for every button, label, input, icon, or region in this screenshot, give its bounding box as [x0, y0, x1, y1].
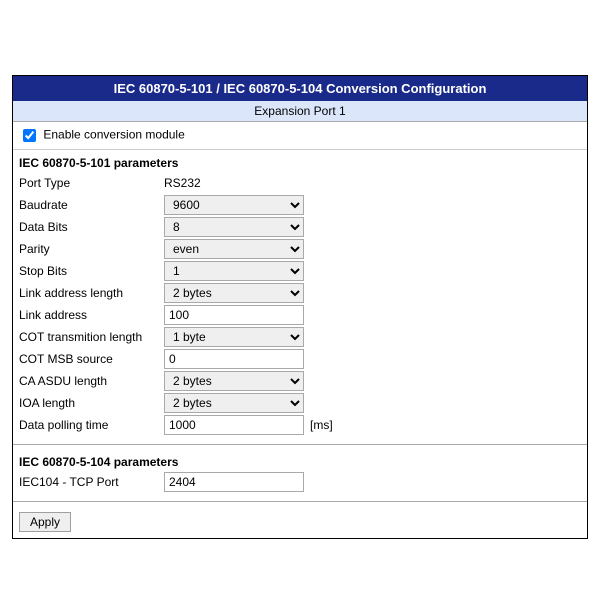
label-data-bits: Data Bits — [19, 220, 164, 234]
section-divider — [13, 444, 587, 445]
iec104-section-title: IEC 60870-5-104 parameters — [19, 449, 581, 471]
row-cot-msb: COT MSB source — [19, 348, 581, 370]
select-ioa-len[interactable]: 2 bytes — [164, 393, 304, 413]
row-link-addr: Link address — [19, 304, 581, 326]
enable-conversion-label: Enable conversion module — [43, 128, 184, 142]
row-link-addr-len: Link address length 2 bytes — [19, 282, 581, 304]
section-divider-2 — [13, 501, 587, 502]
select-cot-len[interactable]: 1 byte — [164, 327, 304, 347]
apply-button[interactable]: Apply — [19, 512, 71, 532]
label-stop-bits: Stop Bits — [19, 264, 164, 278]
row-ca-asdu: CA ASDU length 2 bytes — [19, 370, 581, 392]
enable-row: Enable conversion module — [13, 122, 587, 150]
select-data-bits[interactable]: 8 — [164, 217, 304, 237]
row-tcp-port: IEC104 - TCP Port — [19, 471, 581, 493]
config-panel: IEC 60870-5-101 / IEC 60870-5-104 Conver… — [12, 75, 588, 539]
label-tcp-port: IEC104 - TCP Port — [19, 475, 164, 489]
label-ca-asdu: CA ASDU length — [19, 374, 164, 388]
row-data-bits: Data Bits 8 — [19, 216, 581, 238]
label-cot-len: COT transmition length — [19, 330, 164, 344]
row-port-type: Port Type RS232 — [19, 172, 581, 194]
input-cot-msb[interactable] — [164, 349, 304, 369]
label-baudrate: Baudrate — [19, 198, 164, 212]
label-ioa-len: IOA length — [19, 396, 164, 410]
page-title: IEC 60870-5-101 / IEC 60870-5-104 Conver… — [13, 76, 587, 101]
iec101-section-title: IEC 60870-5-101 parameters — [19, 150, 581, 172]
input-link-addr[interactable] — [164, 305, 304, 325]
select-ca-asdu[interactable]: 2 bytes — [164, 371, 304, 391]
input-tcp-port[interactable] — [164, 472, 304, 492]
apply-row: Apply — [13, 506, 587, 538]
label-polling: Data polling time — [19, 418, 164, 432]
iec104-section: IEC 60870-5-104 parameters IEC104 - TCP … — [13, 449, 587, 497]
input-polling[interactable] — [164, 415, 304, 435]
row-parity: Parity even — [19, 238, 581, 260]
select-baudrate[interactable]: 9600 — [164, 195, 304, 215]
select-stop-bits[interactable]: 1 — [164, 261, 304, 281]
label-port-type: Port Type — [19, 176, 164, 190]
unit-polling: [ms] — [310, 418, 333, 432]
row-stop-bits: Stop Bits 1 — [19, 260, 581, 282]
row-baudrate: Baudrate 9600 — [19, 194, 581, 216]
label-link-addr-len: Link address length — [19, 286, 164, 300]
select-parity[interactable]: even — [164, 239, 304, 259]
value-port-type: RS232 — [164, 176, 201, 190]
label-cot-msb: COT MSB source — [19, 352, 164, 366]
label-link-addr: Link address — [19, 308, 164, 322]
expansion-port-title: Expansion Port 1 — [13, 101, 587, 122]
select-link-addr-len[interactable]: 2 bytes — [164, 283, 304, 303]
row-ioa-len: IOA length 2 bytes — [19, 392, 581, 414]
row-cot-len: COT transmition length 1 byte — [19, 326, 581, 348]
row-polling: Data polling time [ms] — [19, 414, 581, 436]
label-parity: Parity — [19, 242, 164, 256]
iec101-section: IEC 60870-5-101 parameters Port Type RS2… — [13, 150, 587, 440]
enable-conversion-checkbox[interactable] — [23, 129, 36, 142]
